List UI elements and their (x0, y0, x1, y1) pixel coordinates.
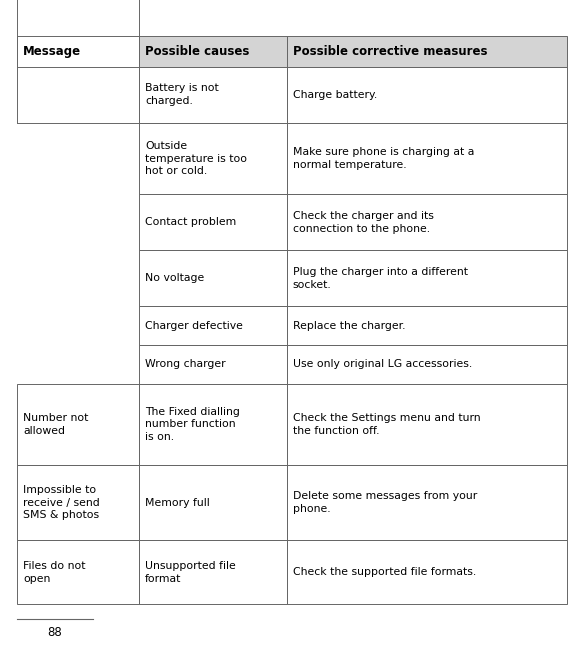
Bar (139, 123, 287, 195)
Bar (287, 195, 567, 250)
Bar (139, 306, 287, 345)
Bar (287, 306, 567, 345)
Bar (139, 345, 287, 384)
Bar (17, 36, 139, 67)
Bar (139, 250, 287, 306)
Bar (139, 36, 287, 67)
Bar (287, 36, 567, 67)
Bar (287, 250, 567, 306)
Bar (17, 540, 139, 604)
Bar (287, 250, 567, 306)
Bar (139, 465, 287, 540)
Text: No voltage: No voltage (145, 274, 205, 283)
Text: Battery is not
charged.: Battery is not charged. (145, 84, 219, 106)
Bar (17, 0, 139, 123)
Bar (287, 345, 567, 384)
Text: Impossible to
receive / send
SMS & photos: Impossible to receive / send SMS & photo… (23, 485, 100, 520)
Text: Plug the charger into a different
socket.: Plug the charger into a different socket… (293, 267, 467, 290)
Text: Possible causes: Possible causes (145, 45, 249, 58)
Bar (139, 540, 287, 604)
Text: Memory full: Memory full (145, 498, 210, 507)
Bar (287, 36, 567, 67)
Text: Possible corrective measures: Possible corrective measures (293, 45, 487, 58)
Text: Charger defective: Charger defective (145, 321, 243, 331)
Bar (17, 465, 139, 540)
Text: 88: 88 (48, 626, 63, 639)
Text: Make sure phone is charging at a
normal temperature.: Make sure phone is charging at a normal … (293, 147, 474, 170)
Text: Message: Message (23, 45, 81, 58)
Text: Replace the charger.: Replace the charger. (293, 321, 405, 331)
Bar (17, 384, 139, 465)
Bar (139, 195, 287, 250)
Text: Wrong charger: Wrong charger (145, 359, 226, 370)
Bar (287, 345, 567, 384)
Bar (287, 67, 567, 123)
Text: Files do not
open: Files do not open (23, 561, 86, 584)
Text: Check the Settings menu and turn
the function off.: Check the Settings menu and turn the fun… (293, 413, 480, 436)
Bar (139, 123, 287, 195)
Bar (287, 384, 567, 465)
Text: The Fixed dialling
number function
is on.: The Fixed dialling number function is on… (145, 407, 240, 442)
Bar (139, 250, 287, 306)
Text: Delete some messages from your
phone.: Delete some messages from your phone. (293, 491, 477, 514)
Bar (139, 540, 287, 604)
Bar (139, 67, 287, 123)
Bar (17, 540, 139, 604)
Bar (287, 195, 567, 250)
Bar (139, 195, 287, 250)
Bar (287, 540, 567, 604)
Bar (139, 384, 287, 465)
Bar (17, 384, 139, 465)
Bar (139, 345, 287, 384)
Text: Contact problem: Contact problem (145, 217, 237, 227)
Bar (287, 540, 567, 604)
Text: Unsupported file
format: Unsupported file format (145, 561, 236, 584)
Bar (287, 384, 567, 465)
Text: Use only original LG accessories.: Use only original LG accessories. (293, 359, 472, 370)
Text: Check the charger and its
connection to the phone.: Check the charger and its connection to … (293, 211, 433, 234)
Bar (17, 0, 139, 123)
Bar (139, 306, 287, 345)
Bar (17, 36, 139, 67)
Text: Check the supported file formats.: Check the supported file formats. (293, 567, 476, 577)
Bar (139, 384, 287, 465)
Bar (139, 36, 287, 67)
Text: Outside
temperature is too
hot or cold.: Outside temperature is too hot or cold. (145, 141, 247, 176)
Bar (139, 465, 287, 540)
Bar (287, 123, 567, 195)
Bar (287, 465, 567, 540)
Bar (287, 67, 567, 123)
Text: Charge battery.: Charge battery. (293, 90, 377, 100)
Bar (287, 306, 567, 345)
Text: Number not
allowed: Number not allowed (23, 413, 89, 436)
Bar (287, 123, 567, 195)
Bar (139, 67, 287, 123)
Bar (17, 465, 139, 540)
Bar (287, 465, 567, 540)
